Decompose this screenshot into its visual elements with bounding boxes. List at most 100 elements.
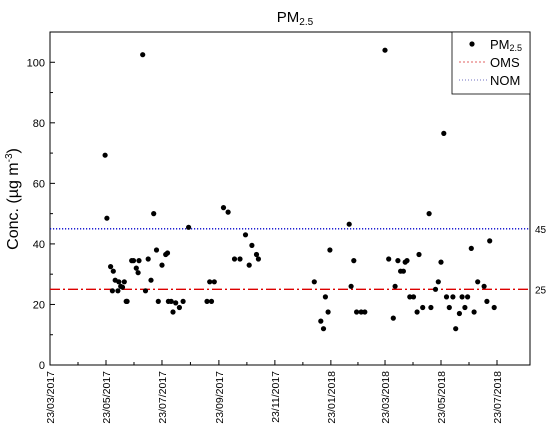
legend-pm-marker: [469, 41, 475, 47]
data-point: [400, 268, 406, 274]
plot-frame: [49, 31, 531, 366]
data-point: [173, 300, 179, 306]
data-point: [164, 250, 171, 256]
data-point: [211, 279, 217, 285]
data-point: [186, 224, 192, 230]
data-point: [109, 288, 115, 294]
data-point: [426, 211, 432, 217]
y-tick-label: 40: [33, 239, 45, 251]
data-point: [465, 294, 471, 300]
data-point: [242, 232, 249, 238]
data-point: [136, 258, 142, 264]
data-point: [362, 309, 368, 315]
data-point: [322, 294, 328, 300]
data-point: [121, 279, 127, 285]
y-axis-label: Conc. (µg m-3): [4, 148, 22, 250]
data-point: [176, 304, 182, 311]
data-point: [253, 251, 260, 258]
legend-nom-label: NOM: [490, 73, 520, 88]
data-point: [435, 279, 441, 285]
data-points: [102, 47, 497, 332]
data-point: [110, 268, 116, 274]
y-axis-label-sup: -3: [4, 153, 15, 162]
data-point: [231, 256, 238, 262]
data-point: [246, 262, 252, 268]
data-point: [354, 309, 360, 315]
data-point: [351, 258, 357, 264]
data-point: [404, 258, 410, 264]
x-tick-label: 23/07/2017: [157, 371, 169, 424]
y-tick-label: 0: [39, 360, 45, 372]
legend-pm-label: PM2.5: [490, 37, 522, 53]
data-point: [204, 298, 210, 304]
data-point: [102, 152, 108, 158]
data-point: [491, 304, 497, 311]
data-point: [420, 304, 426, 311]
data-point: [346, 221, 352, 227]
chart-title-sub: 2.5: [299, 17, 313, 28]
data-point: [468, 245, 474, 251]
chart-title-main: PM: [277, 9, 300, 26]
data-point: [386, 256, 392, 262]
legend-pm-label-sub: 2.5: [510, 43, 523, 53]
legend-pm-label-main: PM: [490, 37, 510, 52]
data-point: [428, 304, 434, 311]
data-point: [475, 279, 481, 285]
data-point: [104, 215, 110, 221]
data-point: [135, 270, 141, 276]
data-point: [358, 309, 364, 315]
data-point: [116, 279, 122, 285]
reference-lines: 45 25: [50, 225, 547, 296]
legend-box: [451, 31, 531, 95]
data-point: [124, 298, 130, 304]
data-point: [159, 262, 165, 268]
x-tick-label: 23/07/2018: [492, 371, 504, 424]
data-point: [462, 304, 468, 311]
y-axis: 0 20 40 60 80 100: [27, 57, 55, 372]
y-axis-label-end: ): [5, 148, 22, 153]
data-point: [416, 251, 422, 258]
data-point: [487, 238, 493, 244]
data-point: [140, 52, 146, 58]
ref-line-label-oms: 25: [535, 285, 547, 296]
data-point: [471, 309, 477, 315]
y-axis-label-main: Conc. (µg m: [5, 162, 22, 249]
data-point: [438, 259, 444, 265]
data-point: [108, 264, 114, 270]
data-point: [453, 326, 459, 332]
data-point: [392, 283, 398, 289]
data-point: [446, 304, 452, 311]
y-tick-label: 80: [33, 118, 45, 130]
data-point: [348, 283, 354, 289]
data-point: [133, 265, 139, 271]
data-point: [414, 309, 420, 315]
data-point: [456, 310, 462, 317]
data-point: [153, 247, 160, 253]
data-point: [180, 298, 186, 304]
data-point: [481, 283, 487, 289]
data-point: [318, 318, 324, 324]
data-point: [459, 294, 465, 300]
x-tick-label: 23/09/2017: [214, 371, 226, 424]
x-tick-label: 23/03/2017: [45, 371, 57, 424]
data-point: [145, 256, 151, 262]
x-tick-label: 23/05/2018: [436, 371, 448, 424]
data-point: [255, 256, 261, 262]
data-point: [119, 284, 126, 290]
data-point: [148, 277, 154, 283]
y-tick-label: 20: [33, 299, 45, 311]
data-point: [207, 279, 213, 285]
data-point: [220, 205, 227, 211]
data-point: [320, 326, 327, 332]
data-point: [142, 288, 149, 294]
x-tick-label: 23/11/2017: [270, 371, 282, 423]
data-point: [395, 258, 401, 264]
legend: PM2.5 OMS NOM: [451, 31, 531, 95]
data-point: [168, 298, 174, 304]
data-point: [311, 279, 317, 285]
data-point: [484, 298, 490, 304]
data-point: [151, 211, 157, 217]
data-point: [170, 309, 176, 315]
y-tick-label: 60: [33, 178, 45, 190]
